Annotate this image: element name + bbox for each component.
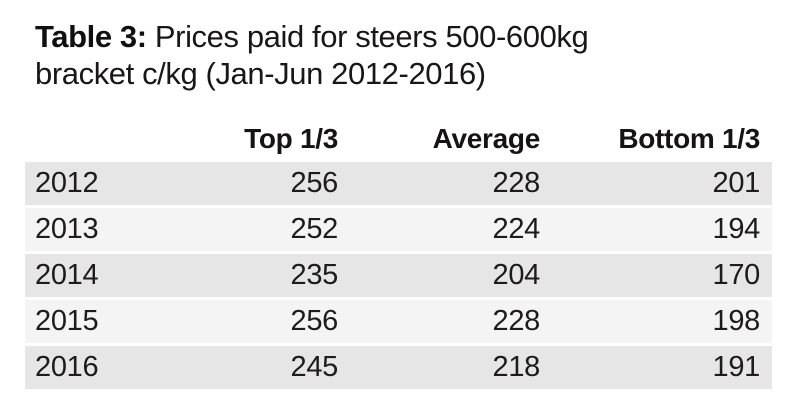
year-cell: 2012 xyxy=(35,167,99,199)
header-bottom-third: Bottom 1/3 xyxy=(618,123,760,154)
header-top-third: Top 1/3 xyxy=(244,123,338,154)
avg-cell: 218 xyxy=(492,351,541,383)
table-title-label: Table 3: xyxy=(35,19,147,54)
year-cell: 2014 xyxy=(35,259,99,291)
header-average: Average xyxy=(432,123,541,154)
bottom-cell: 194 xyxy=(712,213,761,245)
year-cell: 2015 xyxy=(35,305,99,337)
top-cell: 256 xyxy=(290,305,339,337)
top-cell: 245 xyxy=(290,351,339,383)
table-title-line1: Prices paid for steers 500-600kg xyxy=(154,19,589,54)
table-row-2013: 2013 252 224 194 xyxy=(25,208,772,251)
avg-cell: 224 xyxy=(492,213,541,245)
table-row-2016: 2016 245 218 191 xyxy=(25,346,772,389)
bottom-cell: 170 xyxy=(712,259,761,291)
bottom-cell: 191 xyxy=(712,351,761,383)
table-title-line2: bracket c/kg (Jan-Jun 2012-2016) xyxy=(35,56,486,91)
table-title: Table 3: Prices paid for steers 500-600k… xyxy=(35,18,725,92)
top-cell: 252 xyxy=(290,213,339,245)
table-header-row: Top 1/3 Average Bottom 1/3 xyxy=(25,114,772,159)
avg-cell: 228 xyxy=(492,167,541,199)
top-cell: 256 xyxy=(290,167,339,199)
table-row-2015: 2015 256 228 198 xyxy=(25,300,772,343)
year-cell: 2013 xyxy=(35,213,99,245)
bottom-cell: 201 xyxy=(712,167,761,199)
bottom-cell: 198 xyxy=(712,305,761,337)
avg-cell: 204 xyxy=(492,259,541,291)
table-row-2014: 2014 235 204 170 xyxy=(25,254,772,297)
table-body: 2012 256 228 201 2013 252 224 194 2014 2… xyxy=(25,162,772,389)
avg-cell: 228 xyxy=(492,305,541,337)
prices-table: Top 1/3 Average Bottom 1/3 2012 256 228 … xyxy=(25,114,772,392)
year-cell: 2016 xyxy=(35,351,99,383)
table-row-2012: 2012 256 228 201 xyxy=(25,162,772,205)
top-cell: 235 xyxy=(290,259,339,291)
